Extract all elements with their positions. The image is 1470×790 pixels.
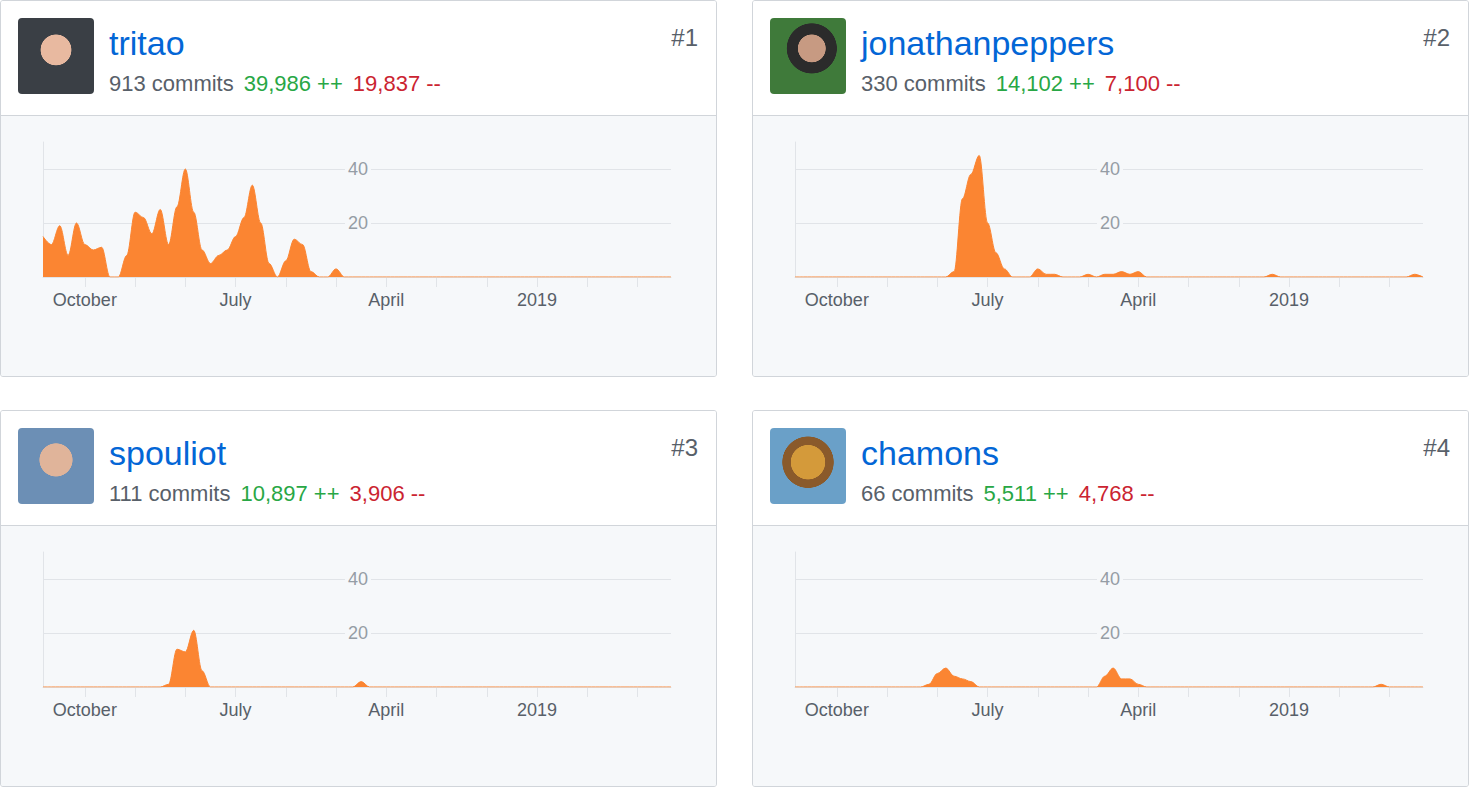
svg-text:2019: 2019: [517, 700, 557, 720]
html-text:jonathanpeppers: jonathanpeppers: [861, 24, 1115, 62]
html-text:7,100 --: 7,100 --: [1104, 71, 1181, 96]
html-text:4,768 --: 4,768 --: [1078, 481, 1155, 506]
html-text:66 commits: 66 commits: [861, 481, 974, 506]
svg-text:20: 20: [1100, 213, 1120, 233]
svg-text:40: 40: [348, 569, 368, 589]
svg-text:July: July: [220, 700, 252, 720]
html-text:spouliot: spouliot: [109, 434, 227, 472]
html-text:111 commits: 111 commits: [109, 481, 231, 506]
svg-text:July: July: [972, 290, 1004, 310]
html-text:#3: #3: [671, 434, 698, 461]
svg-text:April: April: [368, 700, 404, 720]
svg-text:2019: 2019: [1269, 700, 1309, 720]
svg-text:July: July: [220, 290, 252, 310]
svg-text:2019: 2019: [1269, 290, 1309, 310]
svg-text:October: October: [805, 290, 869, 310]
svg-text:April: April: [1120, 700, 1156, 720]
html-text:19,837 --: 19,837 --: [352, 71, 441, 96]
html-text:chamons: chamons: [861, 434, 999, 472]
svg-text:20: 20: [348, 213, 368, 233]
html-text:5,511 ++: 5,511 ++: [983, 481, 1069, 506]
html-text:#4: #4: [1423, 434, 1450, 461]
svg-text:2019: 2019: [517, 290, 557, 310]
svg-text:October: October: [53, 700, 117, 720]
html-text:#1: #1: [671, 24, 698, 51]
html-text:10,897 ++: 10,897 ++: [240, 481, 340, 506]
svg-text:October: October: [53, 290, 117, 310]
svg-text:July: July: [972, 700, 1004, 720]
html-text:#2: #2: [1423, 24, 1450, 51]
html-text:913 commits: 913 commits: [109, 71, 234, 96]
svg-text:20: 20: [348, 623, 368, 643]
html-text:3,906 --: 3,906 --: [349, 481, 426, 506]
svg-text:April: April: [368, 290, 404, 310]
svg-text:40: 40: [1100, 569, 1120, 589]
html-text:39,986 ++: 39,986 ++: [243, 71, 343, 96]
html-text:tritao: tritao: [109, 24, 185, 62]
svg-text:40: 40: [1100, 159, 1120, 179]
html-text:14,102 ++: 14,102 ++: [995, 71, 1095, 96]
svg-text:April: April: [1120, 290, 1156, 310]
html-text:330 commits: 330 commits: [861, 71, 986, 96]
svg-text:20: 20: [1100, 623, 1120, 643]
svg-text:40: 40: [348, 159, 368, 179]
svg-text:October: October: [805, 700, 869, 720]
